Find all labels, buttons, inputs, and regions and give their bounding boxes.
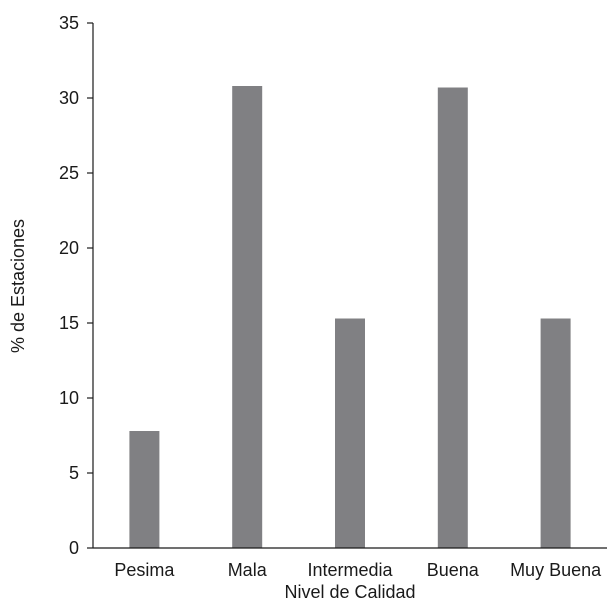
- plot-area: 0 5 10 15 20 25 30 35 Pesima Mala Intermedia Buena…: [59, 13, 607, 580]
- x-tick-label: Buena: [427, 560, 480, 580]
- x-tick-label: Muy Buena: [510, 560, 602, 580]
- y-tick-label: 10: [59, 388, 79, 408]
- x-tick-label: Intermedia: [307, 560, 393, 580]
- y-tick-label: 20: [59, 238, 79, 258]
- y-tick-label: 30: [59, 88, 79, 108]
- y-tick-label: 25: [59, 163, 79, 183]
- bar-mala: [232, 86, 263, 548]
- bar-pesima: [129, 431, 160, 548]
- bar-buena: [437, 87, 468, 548]
- y-tick-label: 15: [59, 313, 79, 333]
- x-ticks-group: Pesima Mala Intermedia Buena Muy Buena: [114, 560, 602, 580]
- x-axis-label: Nivel de Calidad: [284, 582, 415, 602]
- x-tick-label: Mala: [228, 560, 268, 580]
- bars-group: [129, 86, 571, 548]
- bar-intermedia: [335, 318, 365, 548]
- y-tick-label: 5: [69, 463, 79, 483]
- y-axis-label: % de Estaciones: [8, 219, 28, 353]
- bar-muy-buena: [540, 318, 571, 548]
- y-ticks-group: 0 5 10 15 20 25 30 35: [59, 13, 93, 558]
- x-tick-label: Pesima: [114, 560, 175, 580]
- y-tick-label: 0: [69, 538, 79, 558]
- y-tick-label: 35: [59, 13, 79, 33]
